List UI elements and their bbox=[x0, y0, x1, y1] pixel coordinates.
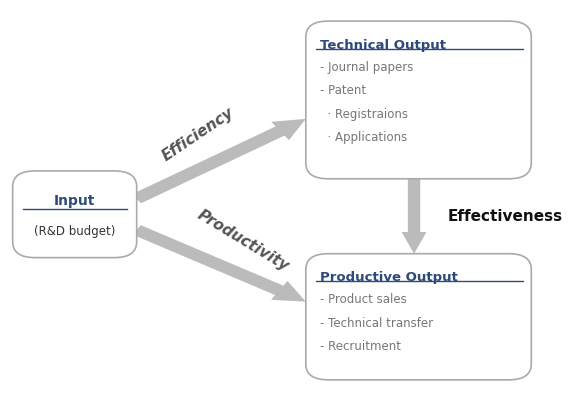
Text: - Journal papers: - Journal papers bbox=[320, 60, 413, 73]
Text: - Patent: - Patent bbox=[320, 84, 366, 97]
Text: - Recruitment: - Recruitment bbox=[320, 340, 401, 353]
Text: - Product sales: - Product sales bbox=[320, 293, 407, 306]
Text: (R&D budget): (R&D budget) bbox=[34, 225, 116, 238]
FancyBboxPatch shape bbox=[13, 171, 137, 258]
Text: - Technical transfer: - Technical transfer bbox=[320, 317, 433, 330]
Text: Technical Output: Technical Output bbox=[320, 39, 446, 52]
Polygon shape bbox=[133, 225, 306, 302]
Text: · Registraions: · Registraions bbox=[320, 108, 408, 121]
Text: Productive Output: Productive Output bbox=[320, 272, 458, 284]
FancyBboxPatch shape bbox=[306, 254, 531, 380]
Text: Effectiveness: Effectiveness bbox=[448, 209, 563, 224]
Polygon shape bbox=[132, 119, 306, 203]
Text: · Applications: · Applications bbox=[320, 131, 407, 145]
Text: Efficiency: Efficiency bbox=[159, 105, 237, 164]
Text: Productivity: Productivity bbox=[195, 207, 292, 274]
Polygon shape bbox=[402, 179, 426, 254]
FancyBboxPatch shape bbox=[306, 21, 531, 179]
Text: Input: Input bbox=[54, 194, 95, 208]
